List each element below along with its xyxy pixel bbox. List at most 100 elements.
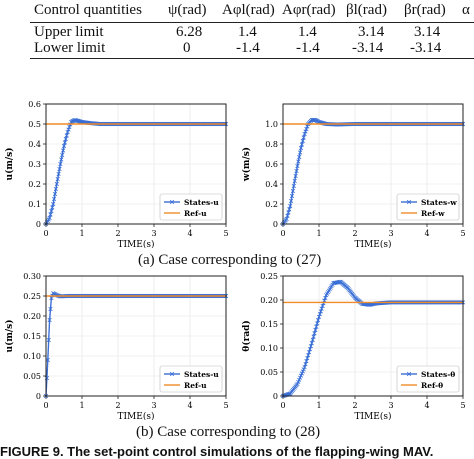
data-point-marker — [312, 331, 317, 336]
data-point-marker — [58, 161, 63, 167]
y-tick-label: 0.25 — [260, 272, 278, 281]
data-point-marker — [307, 350, 312, 355]
chart-b-right: 0 1 2 3 4 5 0 0.05 0.10 0.15 0.20 0.25 TIME(s) θ(rad)… — [241, 272, 466, 420]
x-tick-label: 0 — [280, 401, 285, 410]
data-point-marker — [307, 347, 313, 352]
data-point-marker — [299, 142, 304, 147]
y-tick-label: 0.2 — [28, 180, 41, 189]
data-point-marker — [284, 216, 289, 222]
y-tick-label: 0.6 — [28, 100, 41, 109]
data-point-marker — [296, 379, 301, 384]
legend-marker — [169, 199, 175, 205]
x-tick-label: 2 — [115, 229, 120, 238]
data-point-marker — [303, 362, 308, 367]
y-tick-label: 0.2 — [265, 200, 278, 209]
data-point-marker — [52, 191, 58, 197]
y-tick-label: 0.1 — [28, 200, 41, 209]
table-header-beta-l: βl(rad) — [346, 2, 387, 18]
y-tick-label: 0.8 — [265, 140, 278, 149]
data-point-marker — [64, 133, 69, 138]
table-header-control-quantities: Control quantities — [34, 2, 142, 18]
data-point-marker — [54, 181, 59, 187]
data-point-marker — [303, 129, 308, 134]
data-point-marker — [309, 341, 314, 346]
data-point-marker — [48, 212, 53, 217]
x-tick-label: 3 — [388, 401, 393, 410]
x-tick-label: 0 — [280, 229, 285, 238]
table-header-a-phi-l: Aφl(rad) — [222, 2, 275, 18]
x-tick-label: 2 — [115, 401, 120, 410]
data-point-marker — [61, 148, 66, 153]
legend-label: States-u — [184, 198, 219, 207]
y-tick-label: 0.3 — [28, 160, 41, 169]
x-tick-label: 0 — [43, 229, 48, 238]
data-point-marker — [287, 207, 292, 212]
x-tick-label: 1 — [316, 229, 321, 238]
legend-label: States-w — [421, 198, 457, 207]
y-tick-label: 0 — [36, 392, 41, 401]
table-row-label: Upper limit — [34, 24, 104, 40]
y-axis-label: w(m/s) — [241, 147, 252, 182]
y-tick-label: 0.10 — [23, 352, 41, 361]
y-tick-label: 0.05 — [23, 372, 41, 381]
data-point-marker — [305, 356, 310, 361]
data-point-marker — [285, 213, 290, 218]
data-point-marker — [317, 312, 322, 317]
y-tick-label: 0 — [273, 220, 278, 229]
data-point-marker — [67, 124, 72, 130]
data-point-marker — [318, 309, 323, 314]
y-axis-label: θ(rad) — [241, 320, 252, 351]
data-point-marker — [297, 377, 302, 382]
y-tick-label: 0 — [36, 220, 41, 229]
y-tick-label: 0.10 — [260, 344, 278, 353]
table-cell: 3.14 — [358, 24, 385, 40]
table-cell: 1.4 — [238, 24, 257, 40]
x-tick-label: 1 — [316, 401, 321, 410]
data-point-marker — [286, 210, 291, 215]
x-tick-label: 5 — [460, 401, 465, 410]
legend-label: Ref-u — [184, 209, 207, 218]
data-point-marker — [301, 367, 306, 372]
series-markers — [280, 279, 466, 399]
data-point-marker — [296, 159, 301, 164]
legend: States-u Ref-u — [159, 365, 223, 393]
legend-label: States-θ — [421, 370, 455, 379]
data-point-marker — [302, 131, 307, 137]
data-point-marker — [299, 371, 304, 376]
legend-label: Ref-w — [421, 209, 445, 218]
legend-label: Ref-θ — [421, 381, 443, 390]
data-point-marker — [59, 157, 64, 162]
data-point-marker — [47, 317, 52, 323]
data-point-marker — [295, 381, 300, 387]
caption-b: (b) Case corresponding to (28) — [136, 424, 321, 440]
data-point-marker — [62, 140, 67, 145]
table-header-a-phi-r: Aφr(rad) — [282, 2, 336, 18]
data-point-marker — [305, 124, 310, 129]
legend-marker — [406, 199, 412, 205]
y-tick-label: 0.20 — [260, 296, 278, 305]
data-point-marker — [46, 337, 51, 343]
legend-marker — [169, 371, 175, 377]
data-point-marker — [311, 334, 316, 339]
table-row-label: Lower limit — [34, 40, 106, 56]
data-point-marker — [315, 321, 320, 326]
data-point-marker — [49, 208, 54, 214]
legend-label: Ref-u — [184, 381, 207, 390]
data-point-marker — [55, 176, 60, 182]
legend-marker — [406, 371, 412, 377]
y-tick-label: 0.4 — [265, 180, 278, 189]
data-point-marker — [50, 205, 55, 210]
chart-a-left: 0 1 2 3 4 5 0 0.1 0.2 0.3 0.4 0.5 0.6 TIME(s) u(m/s) St… — [4, 100, 229, 248]
data-point-marker — [288, 203, 293, 209]
data-point-marker — [289, 193, 295, 199]
data-point-marker — [291, 183, 296, 189]
table-cell: -3.14 — [352, 40, 384, 56]
x-tick-label: 2 — [352, 229, 357, 238]
x-tick-label: 3 — [151, 401, 156, 410]
data-point-marker — [60, 152, 65, 158]
data-point-marker — [289, 198, 294, 204]
legend: States-w Ref-w — [396, 193, 460, 221]
x-tick-label: 0 — [43, 401, 48, 410]
data-point-marker — [298, 375, 303, 380]
table-header-beta-r: βr(rad) — [404, 2, 446, 18]
